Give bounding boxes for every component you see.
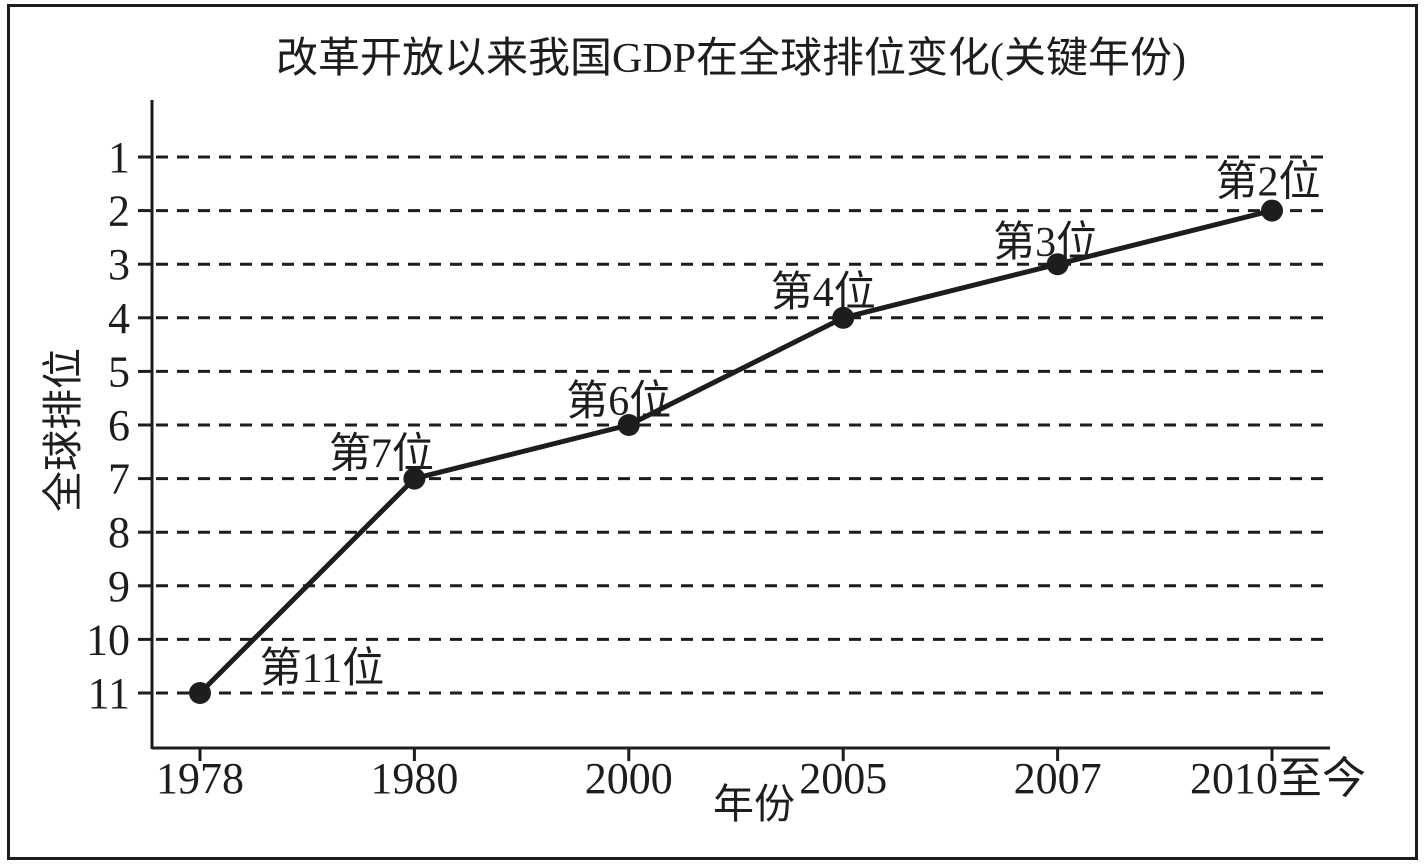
chart-title: 改革开放以来我国GDP在全球排位变化(关键年份) xyxy=(276,35,1186,82)
point-label: 第11位 xyxy=(260,645,384,692)
y-tick-label: 4 xyxy=(108,294,130,343)
data-point xyxy=(1261,199,1283,222)
y-tick-label: 6 xyxy=(108,401,130,450)
x-axis-label: 年份 xyxy=(713,781,795,827)
y-tick-label: 7 xyxy=(108,455,130,504)
y-tick-label: 10 xyxy=(86,615,130,664)
point-label: 第4位 xyxy=(771,269,876,316)
y-tick-label: 9 xyxy=(108,562,130,611)
data-point xyxy=(617,414,640,436)
x-tick-label: 2010至今 xyxy=(1190,754,1366,803)
y-tick-label: 1 xyxy=(108,133,130,182)
y-tick-label: 3 xyxy=(108,240,130,289)
data-point xyxy=(189,682,211,704)
x-tick-label: 2005 xyxy=(799,754,887,803)
y-axis-label: 全球排位 xyxy=(40,348,86,512)
y-tick-label: 11 xyxy=(88,669,130,718)
point-label: 第7位 xyxy=(329,431,434,478)
plot-area: 1 23 45 6 78 910 11 1978 1980 2000 2005 2007 2010至今 第… xyxy=(86,100,1366,803)
data-point xyxy=(1046,253,1069,276)
x-tick-label: 2000 xyxy=(585,754,673,803)
x-tick-label: 2007 xyxy=(1014,754,1102,803)
point-label: 第2位 xyxy=(1215,159,1320,206)
data-point xyxy=(832,306,855,329)
point-label: 第6位 xyxy=(566,378,671,425)
x-tick-label: 1980 xyxy=(370,754,458,803)
y-tick-label: 5 xyxy=(108,347,130,396)
point-label: 第3位 xyxy=(993,219,1098,266)
y-tick-label: 2 xyxy=(108,187,130,236)
x-tick-label: 1978 xyxy=(156,754,244,803)
data-point xyxy=(403,467,426,490)
data-line xyxy=(197,208,1275,696)
figure-border-frame xyxy=(7,4,1418,860)
y-tick-label: 8 xyxy=(108,508,130,557)
